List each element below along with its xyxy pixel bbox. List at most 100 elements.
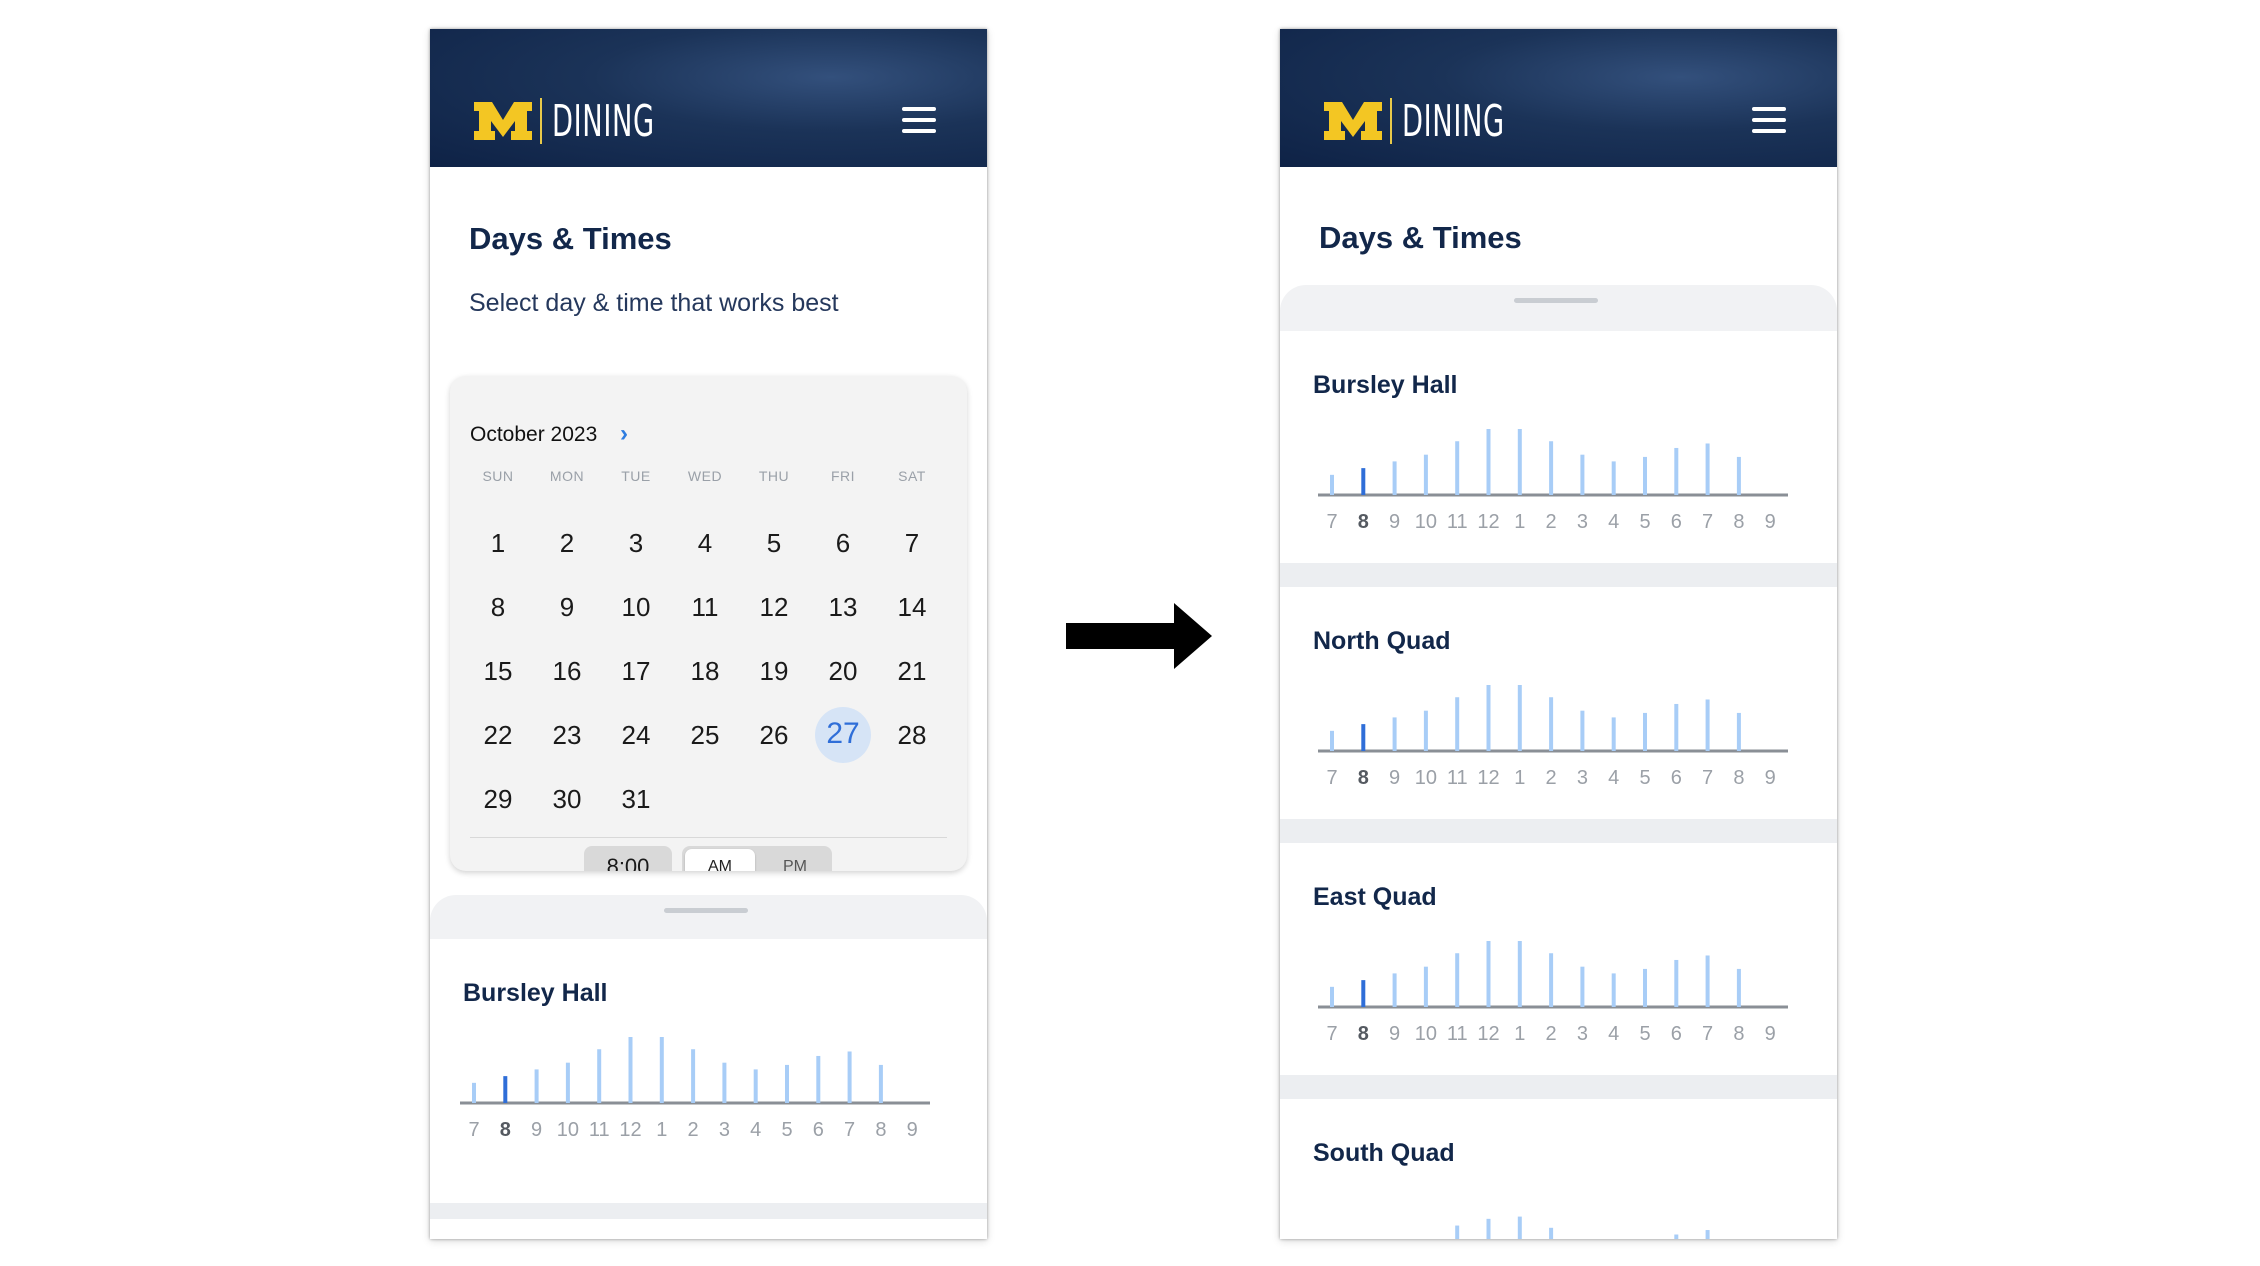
weekday-label: THU <box>758 468 790 484</box>
calendar-day[interactable]: 20 <box>828 656 858 686</box>
calendar-day[interactable]: 13 <box>828 592 858 622</box>
sheet-grabber[interactable] <box>664 908 748 913</box>
calendar-day[interactable]: 31 <box>621 784 651 814</box>
pm-toggle-button[interactable]: PM <box>783 858 807 871</box>
chart-tick-label: 2 <box>1546 511 1557 533</box>
calendar-day[interactable]: 14 <box>897 592 927 622</box>
calendar-day[interactable]: 10 <box>621 592 651 622</box>
calendar-day[interactable]: 19 <box>759 656 789 686</box>
calendar-day[interactable]: 16 <box>552 656 582 686</box>
chart-bar <box>1705 955 1710 1007</box>
phone-screen-before: DINING Days & Times Select day & time th… <box>430 29 987 1239</box>
chart-tick-label: 9 <box>1765 1023 1776 1045</box>
chart-bar <box>534 1069 539 1103</box>
chart-bar <box>1517 685 1522 751</box>
calendar-day[interactable]: 30 <box>552 784 582 814</box>
chart-bar <box>565 1062 570 1103</box>
calendar-day[interactable]: 9 <box>559 592 575 622</box>
calendar-day-selected[interactable]: 27 <box>826 717 860 750</box>
chart-tick-label: 6 <box>1671 511 1682 533</box>
chart-tick-label: 10 <box>1415 1023 1437 1045</box>
calendar-day[interactable]: 15 <box>483 656 513 686</box>
chart-bar-selected <box>1361 468 1366 495</box>
busyness-chart: 7 8 9 10 11 12 1 2 3 4 5 6 7 8 9 <box>1318 685 1788 789</box>
chart-tick-label: 8 <box>1358 511 1369 533</box>
calendar-day[interactable]: 28 <box>897 720 927 750</box>
chart-bar <box>1486 685 1491 751</box>
chart-tick-label: 9 <box>1389 511 1400 533</box>
chart-tick-label: 1 <box>1514 1023 1525 1045</box>
chevron-right-icon[interactable]: › <box>620 420 628 447</box>
calendar-day[interactable]: 23 <box>552 720 582 750</box>
dining-hall-card[interactable]: Bursley Hall 7 8 9 10 11 12 1 2 3 4 5 6 7 8 9 <box>430 939 987 1203</box>
chart-tick-label: 5 <box>1639 767 1650 789</box>
chart-tick-label: 2 <box>688 1119 699 1141</box>
calendar-day[interactable]: 7 <box>904 528 920 558</box>
calendar-day[interactable]: 6 <box>835 528 851 558</box>
chart-tick-label: 9 <box>1765 767 1776 789</box>
phone-screen-after: DINING Days & Times Bursley Hall 7 8 9 10 11… <box>1280 29 1837 1239</box>
calendar-day[interactable]: 1 <box>490 528 506 558</box>
calendar-day[interactable]: 17 <box>621 656 651 686</box>
card-divider <box>1280 563 1837 587</box>
block-m-icon <box>1324 102 1382 140</box>
chart-tick-label: 7 <box>1326 767 1337 789</box>
chart-tick-label: 10 <box>557 1119 579 1141</box>
chart-bar <box>1455 697 1460 751</box>
calendar-day[interactable]: 11 <box>691 592 719 622</box>
chart-bar <box>1330 474 1334 495</box>
chart-tick-label: 7 <box>1326 1023 1337 1045</box>
m-dining-logo[interactable]: DINING <box>472 95 718 147</box>
chart-tick-label: 5 <box>1639 1023 1650 1045</box>
chart-tick-label: 8 <box>500 1119 511 1141</box>
chart-tick-label: 8 <box>1733 511 1744 533</box>
busyness-chart-partial <box>1455 1216 1710 1239</box>
calendar-day[interactable]: 26 <box>759 720 789 750</box>
calendar-day[interactable]: 4 <box>697 528 713 558</box>
calendar-day[interactable]: 8 <box>490 592 506 622</box>
chart-bar <box>1549 441 1554 495</box>
chart-tick-label: 6 <box>1671 767 1682 789</box>
chart-bar <box>1674 959 1679 1007</box>
am-toggle-button[interactable]: AM <box>685 849 755 871</box>
dining-hall-card[interactable]: East Quad 7 8 9 10 11 12 1 2 3 4 5 6 7 8 9 <box>1280 843 1837 1075</box>
chart-tick-label: 11 <box>1447 767 1468 789</box>
chart-tick-label: 12 <box>1477 767 1499 789</box>
chart-bar <box>1736 712 1741 751</box>
chart-bar <box>1517 1216 1522 1239</box>
chart-tick-label: 7 <box>1702 767 1713 789</box>
brand-name: DINING <box>552 95 655 147</box>
calendar-day[interactable]: 25 <box>690 720 720 750</box>
calendar-divider <box>470 837 947 838</box>
dining-hall-card[interactable]: North Quad 7 8 9 10 11 12 1 2 3 4 5 6 7 8 9 <box>1280 587 1837 819</box>
calendar-month-label[interactable]: October 2023 <box>470 423 598 446</box>
chart-bar <box>1643 456 1647 495</box>
calendar-day[interactable]: 21 <box>897 656 927 686</box>
chart-bar <box>691 1049 696 1103</box>
chart-tick-label: 2 <box>1546 767 1557 789</box>
chart-tick-label: 6 <box>1671 1023 1682 1045</box>
calendar-day[interactable]: 18 <box>690 656 720 686</box>
calendar-day[interactable]: 12 <box>759 592 789 622</box>
chart-bar <box>1705 1230 1710 1239</box>
m-dining-logo[interactable]: DINING <box>1322 95 1568 147</box>
sheet-grabber[interactable] <box>1514 298 1598 303</box>
calendar-day[interactable]: 29 <box>483 784 513 814</box>
hamburger-menu-icon[interactable] <box>1752 105 1786 135</box>
calendar-day[interactable]: 22 <box>483 720 513 750</box>
chart-tick-label: 8 <box>1358 767 1369 789</box>
hamburger-menu-icon[interactable] <box>902 105 936 135</box>
calendar-day[interactable]: 2 <box>559 528 575 558</box>
calendar-day[interactable]: 3 <box>628 528 644 558</box>
dining-hall-card[interactable]: South Quad <box>1280 1099 1837 1239</box>
dining-hall-name: South Quad <box>1313 1139 1455 1167</box>
chart-bar <box>1392 461 1397 495</box>
calendar-day[interactable]: 24 <box>621 720 651 750</box>
time-selector[interactable]: 8:00 <box>584 846 672 871</box>
chart-bar-selected <box>1361 724 1366 751</box>
calendar-day[interactable]: 5 <box>766 528 782 558</box>
chart-bar <box>1455 1225 1460 1239</box>
chart-bar <box>1549 953 1554 1007</box>
dining-hall-card[interactable]: Bursley Hall 7 8 9 10 11 12 1 2 3 4 5 6 7 8 9 <box>1280 331 1837 563</box>
weekday-label: TUE <box>621 468 651 484</box>
